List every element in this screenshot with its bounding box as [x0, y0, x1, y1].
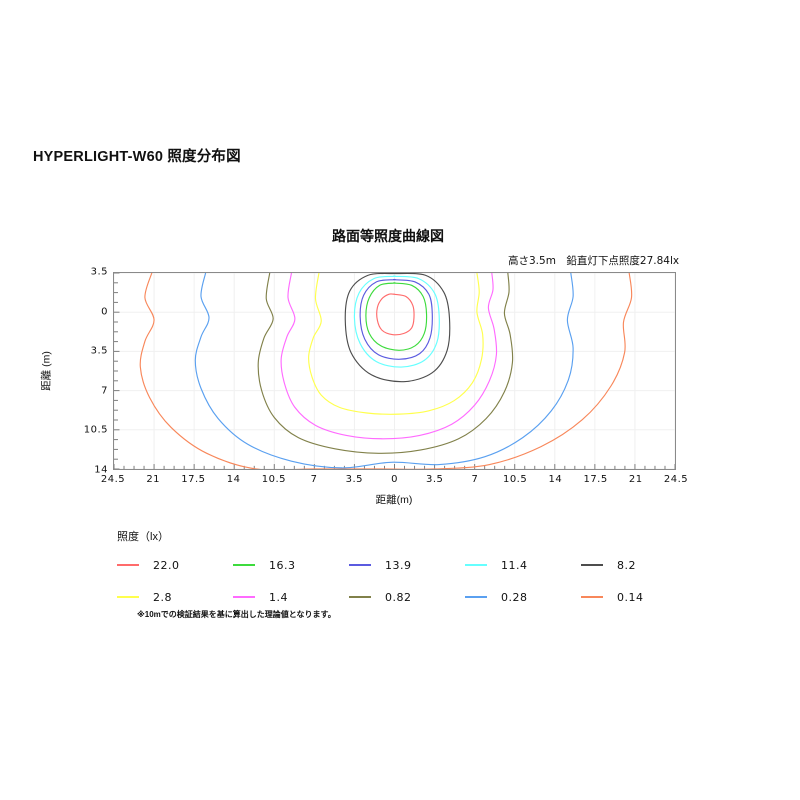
legend-item[interactable]: 13.9 — [349, 558, 465, 572]
x-tick-label: 0 — [391, 474, 398, 485]
x-tick-label: 14 — [548, 474, 563, 485]
contour-plot-area — [113, 272, 676, 470]
legend-item[interactable]: 0.28 — [465, 590, 581, 604]
legend-color-swatch — [465, 596, 487, 598]
contour-line-2.8 — [308, 273, 484, 415]
x-axis-ticks: 24.5 21 17.5 14 10.5 7 3.5 0 3.5 7 10.5 14 17.5 21 24.… — [101, 474, 688, 490]
legend-color-swatch — [465, 564, 487, 566]
contour-line-0.14 — [139, 273, 633, 469]
legend-items: 22.0 16.3 13.9 11.4 8.2 2.8 1.4 0.82 0.28 0.14 — [117, 558, 697, 604]
x-tick-label: 3.5 — [425, 474, 444, 485]
legend-label: 1.4 — [269, 590, 288, 604]
legend-label: 0.14 — [617, 590, 644, 604]
x-axis-label: 距離(m) — [375, 494, 413, 506]
legend-item[interactable]: 22.0 — [117, 558, 233, 572]
legend-item[interactable]: 2.8 — [117, 590, 233, 604]
y-tick-label: 10.5 — [83, 424, 108, 436]
x-tick-label: 3.5 — [345, 474, 363, 485]
legend-color-swatch — [233, 596, 255, 598]
x-tick-label: 24.5 — [100, 474, 126, 485]
legend-color-swatch — [233, 564, 255, 566]
legend-label: 0.28 — [501, 590, 528, 604]
x-tick-label: 17.5 — [181, 474, 206, 485]
legend-color-swatch — [117, 596, 139, 598]
x-tick-label: 7 — [471, 474, 479, 485]
y-tick-label: 3.5 — [90, 266, 108, 278]
page-title: HYPERLIGHT-W60 照度分布図 — [33, 149, 241, 165]
legend-item[interactable]: 0.82 — [349, 590, 465, 604]
legend-item[interactable]: 16.3 — [233, 558, 349, 572]
legend-color-swatch — [349, 564, 371, 566]
x-tick-label: 10.5 — [261, 474, 287, 485]
contour-line-16.3 — [365, 282, 428, 351]
contour-line-22 — [376, 293, 415, 336]
contour-lines — [139, 273, 633, 469]
x-tick-label: 17.5 — [583, 474, 608, 485]
legend-item[interactable]: 11.4 — [465, 558, 581, 572]
contour-line-1.4 — [280, 273, 498, 440]
chart-title: 路面等照度曲線図 — [332, 228, 444, 244]
legend-label: 0.82 — [385, 590, 412, 604]
legend-label: 2.8 — [153, 590, 172, 604]
x-tick-label: 21 — [628, 474, 643, 485]
legend-color-swatch — [349, 596, 371, 598]
legend-label: 22.0 — [153, 558, 180, 572]
contour-line-0.28 — [194, 273, 574, 469]
chart-subtitle: 高さ3.5m 鉛直灯下点照度27.84lx — [508, 255, 680, 267]
footnote: ※10mでの検証結果を基に算出した理論値となります。 — [137, 610, 336, 619]
x-tick-label: 24.5 — [663, 474, 689, 485]
contour-line-8.2 — [344, 273, 451, 383]
gridlines — [114, 273, 675, 469]
y-tick-label: 3.5 — [90, 345, 108, 357]
y-tick-label: 0 — [101, 306, 108, 318]
legend-color-swatch — [581, 596, 603, 598]
legend-label: 16.3 — [269, 558, 296, 572]
y-axis-label: 距離 (m) — [40, 351, 53, 391]
y-tick-label: 14 — [94, 464, 108, 476]
legend-item[interactable]: 0.14 — [581, 590, 697, 604]
legend-label: 13.9 — [385, 558, 412, 572]
contour-line-11.4 — [353, 275, 440, 368]
legend-color-swatch — [117, 564, 139, 566]
y-axis-ticks: 3.5 0 3.5 7 10.5 14 — [72, 267, 108, 476]
legend-item[interactable]: 8.2 — [581, 558, 697, 572]
x-tick-label: 10.5 — [502, 474, 528, 485]
legend-color-swatch — [581, 564, 603, 566]
contour-plot-svg — [114, 273, 675, 469]
legend-label: 11.4 — [501, 558, 528, 572]
legend-item[interactable]: 1.4 — [233, 590, 349, 604]
contour-line-13.9 — [359, 278, 433, 360]
x-tick-label: 7 — [310, 474, 318, 485]
x-tick-label: 21 — [146, 474, 161, 485]
legend: 照度（lx） 22.0 16.3 13.9 11.4 8.2 2.8 1.4 0.82 0.28… — [117, 528, 697, 604]
x-tick-label: 14 — [226, 474, 241, 485]
legend-title: 照度（lx） — [117, 531, 169, 543]
legend-label: 8.2 — [617, 558, 636, 572]
y-tick-label: 7 — [101, 385, 108, 397]
contour-line-0.82 — [257, 273, 514, 454]
